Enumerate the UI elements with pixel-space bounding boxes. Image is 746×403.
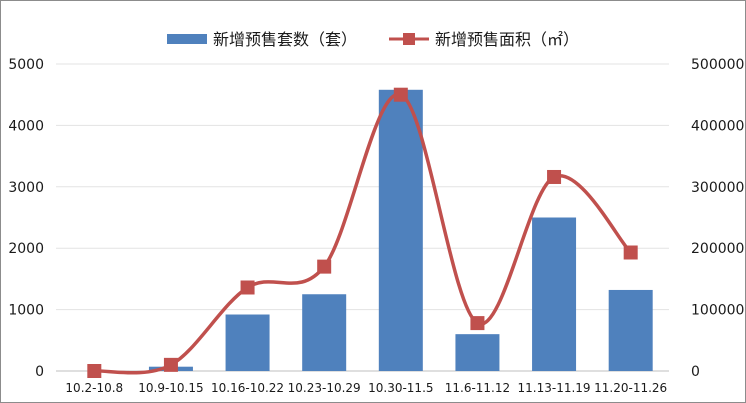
x-tick-label: 10.23-10.29 — [288, 381, 361, 395]
bar — [608, 289, 653, 371]
line-marker — [623, 245, 638, 260]
x-tick-label: 10.16-10.22 — [211, 381, 284, 395]
line-marker — [470, 316, 485, 331]
x-tick-label: 10.30-11.5 — [368, 381, 433, 395]
y-left-tick-label: 0 — [35, 364, 44, 380]
legend-line-label: 新增预售面积（㎡） — [435, 30, 579, 49]
y-right-tick-label: 300000 — [691, 180, 744, 196]
y-right-tick-label: 200000 — [691, 241, 744, 257]
axes: 0 1000 2000 3000 4000 5000 0 100000 200000 300000… — [8, 57, 744, 395]
bar — [225, 314, 270, 371]
x-tick-label: 10.9-10.15 — [138, 381, 203, 395]
y-left-tick-label: 1000 — [8, 303, 44, 319]
gridlines — [56, 63, 669, 372]
bar — [302, 294, 347, 371]
x-tick-label: 11.20-11.26 — [594, 381, 667, 395]
line-marker — [163, 357, 178, 372]
y-left-tick-label: 3000 — [8, 180, 44, 196]
x-tick-label: 10.2-10.8 — [65, 381, 123, 395]
bar — [378, 89, 423, 372]
legend-bar-swatch — [167, 34, 207, 44]
bar — [455, 334, 500, 371]
y-right-tick-label: 0 — [691, 364, 700, 380]
y-right-tick-label: 400000 — [691, 118, 744, 134]
line-series — [87, 87, 638, 378]
area-line — [94, 92, 632, 375]
x-tick-label: 11.13-11.19 — [518, 381, 591, 395]
y-left-tick-label: 4000 — [8, 118, 44, 134]
line-marker — [240, 280, 255, 295]
y-right-tick-label: 500000 — [691, 57, 744, 73]
bar-series — [148, 89, 653, 372]
y-left-tick-label: 5000 — [8, 57, 44, 73]
line-marker — [393, 87, 408, 102]
y-left-tick-label: 2000 — [8, 241, 44, 257]
line-marker — [547, 169, 562, 184]
line-marker — [317, 259, 332, 274]
x-tick-label: 11.6-11.12 — [445, 381, 510, 395]
line-marker — [87, 364, 102, 378]
legend-line-marker — [403, 33, 415, 45]
bar — [532, 217, 577, 371]
legend-bar-label: 新增预售套数（套） — [213, 30, 357, 49]
y-right-tick-label: 100000 — [691, 303, 744, 319]
legend: 新增预售套数（套） 新增预售面积（㎡） — [167, 30, 579, 49]
